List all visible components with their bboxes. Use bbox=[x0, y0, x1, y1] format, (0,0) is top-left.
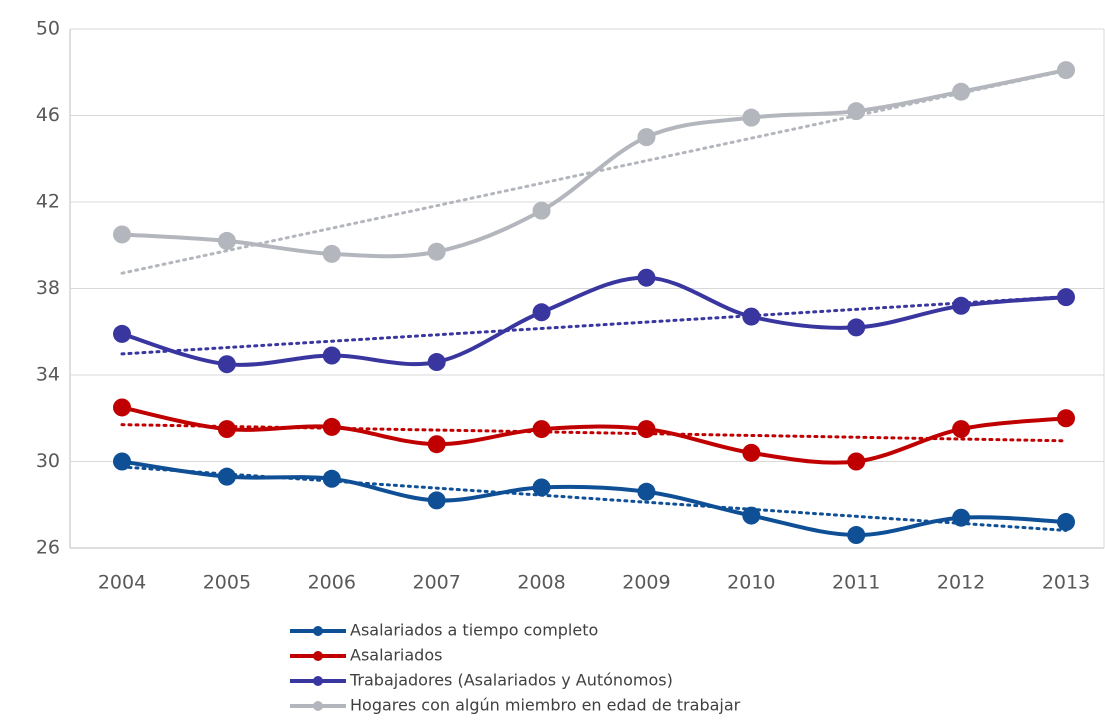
marker bbox=[427, 242, 446, 261]
marker bbox=[322, 346, 341, 365]
marker bbox=[113, 225, 131, 244]
marker bbox=[322, 469, 341, 488]
y-tick-label: 42 bbox=[36, 191, 60, 213]
x-tick-label: 2008 bbox=[517, 572, 565, 594]
marker bbox=[1057, 288, 1075, 307]
series-line bbox=[121, 275, 1067, 367]
marker bbox=[1057, 409, 1075, 428]
series-line bbox=[121, 68, 1067, 259]
marker bbox=[952, 420, 971, 439]
marker bbox=[742, 506, 761, 525]
y-tick-label: 34 bbox=[36, 364, 60, 386]
marker bbox=[217, 467, 236, 486]
legend-marker bbox=[313, 626, 323, 636]
y-tick-label: 30 bbox=[36, 450, 60, 472]
legend-marker bbox=[313, 651, 323, 661]
x-tick-label: 2009 bbox=[622, 572, 670, 594]
x-tick-label: 2004 bbox=[98, 572, 146, 594]
marker bbox=[532, 420, 551, 439]
x-tick-label: 2012 bbox=[937, 572, 985, 594]
marker bbox=[217, 355, 236, 374]
y-tick-label: 50 bbox=[36, 18, 60, 40]
y-tick-label: 38 bbox=[36, 277, 60, 299]
marker bbox=[532, 303, 551, 322]
series-line bbox=[121, 405, 1067, 465]
x-tick-label: 2006 bbox=[308, 572, 356, 594]
marker bbox=[322, 244, 341, 263]
legend-marker bbox=[313, 676, 323, 686]
marker bbox=[952, 508, 971, 527]
x-tick-label: 2007 bbox=[412, 572, 460, 594]
marker bbox=[637, 268, 656, 287]
marker bbox=[532, 201, 551, 220]
trendline bbox=[120, 295, 1068, 356]
marker bbox=[847, 102, 866, 121]
marker bbox=[217, 420, 236, 439]
marker bbox=[217, 231, 236, 250]
marker bbox=[1057, 513, 1075, 532]
marker bbox=[427, 491, 446, 510]
legend-label: Asalariados a tiempo completo bbox=[350, 621, 598, 640]
marker bbox=[637, 128, 656, 147]
marker bbox=[742, 108, 761, 127]
marker bbox=[113, 398, 131, 417]
marker bbox=[427, 353, 446, 372]
marker bbox=[847, 526, 866, 545]
x-tick-label: 2010 bbox=[727, 572, 775, 594]
marker bbox=[427, 435, 446, 454]
marker bbox=[742, 307, 761, 326]
y-tick-label: 46 bbox=[36, 104, 60, 126]
marker bbox=[742, 443, 761, 462]
marker bbox=[637, 420, 656, 439]
x-tick-label: 2005 bbox=[203, 572, 251, 594]
legend-label: Asalariados bbox=[350, 646, 442, 665]
legend-label: Trabajadores (Asalariados y Autónomos) bbox=[349, 671, 673, 690]
marker bbox=[637, 482, 656, 501]
marker bbox=[952, 82, 971, 101]
marker bbox=[847, 452, 866, 471]
marker bbox=[952, 296, 971, 315]
marker bbox=[322, 417, 341, 436]
x-tick-label: 2013 bbox=[1042, 572, 1090, 594]
marker bbox=[113, 452, 131, 471]
marker bbox=[532, 478, 551, 497]
legend-label: Hogares con algún miembro en edad de tra… bbox=[350, 696, 741, 715]
y-tick-label: 26 bbox=[36, 537, 60, 559]
x-tick-label: 2011 bbox=[832, 572, 880, 594]
marker bbox=[1057, 61, 1075, 80]
series-line bbox=[121, 459, 1067, 538]
marker bbox=[847, 318, 866, 337]
legend-marker bbox=[313, 701, 323, 711]
marker bbox=[113, 324, 131, 343]
